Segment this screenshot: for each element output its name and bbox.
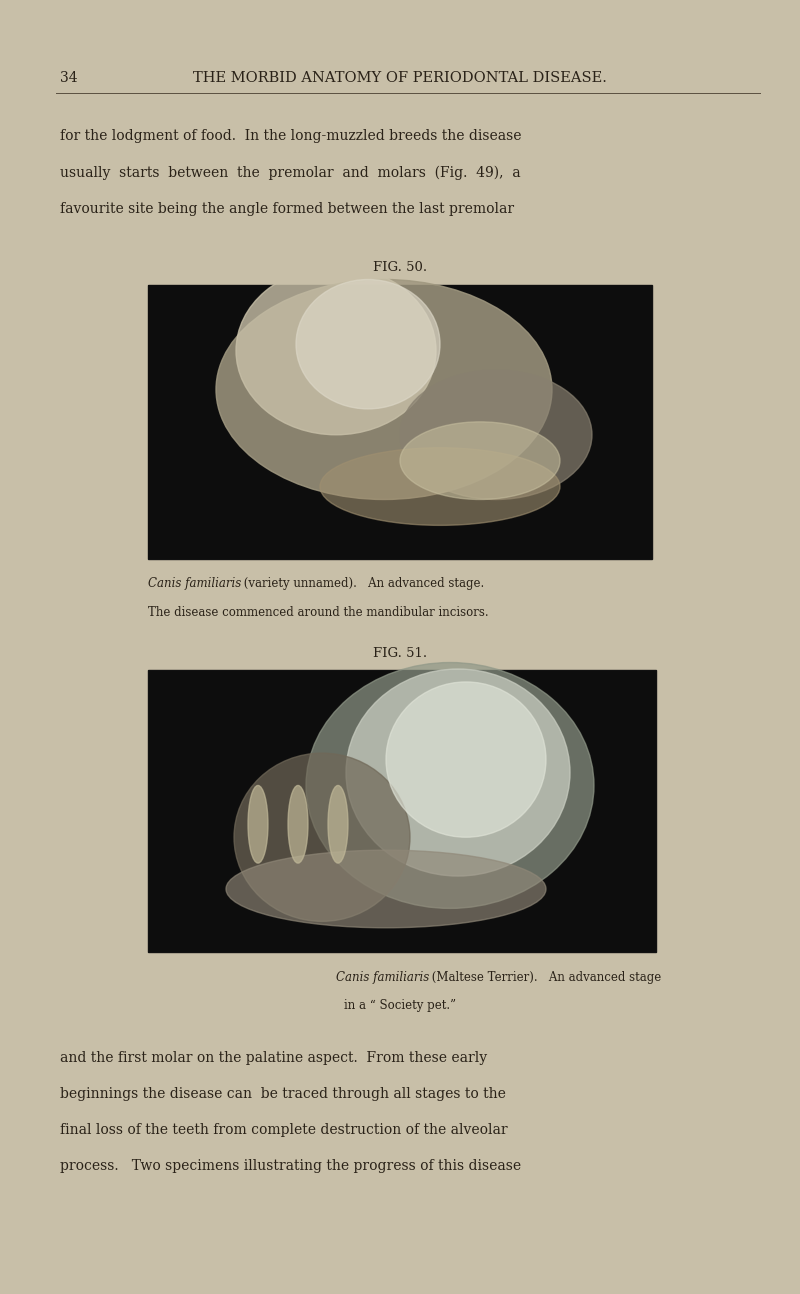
- Text: (Maltese Terrier).   An advanced stage: (Maltese Terrier). An advanced stage: [428, 970, 662, 983]
- Text: favourite site being the angle formed between the last premolar: favourite site being the angle formed be…: [60, 202, 514, 216]
- Text: 34: 34: [60, 71, 78, 85]
- Ellipse shape: [248, 785, 268, 863]
- Text: Canis familiaris: Canis familiaris: [148, 577, 242, 590]
- Bar: [148, 285, 652, 559]
- Text: The disease commenced around the mandibular incisors.: The disease commenced around the mandibu…: [148, 606, 489, 619]
- Ellipse shape: [236, 267, 436, 435]
- Ellipse shape: [320, 448, 560, 525]
- Ellipse shape: [306, 663, 594, 908]
- Text: and the first molar on the palatine aspect.  From these early: and the first molar on the palatine aspe…: [60, 1051, 487, 1065]
- Text: usually  starts  between  the  premolar  and  molars  (Fig.  49),  a: usually starts between the premolar and …: [60, 166, 521, 180]
- Text: for the lodgment of food.  In the long-muzzled breeds the disease: for the lodgment of food. In the long-mu…: [60, 129, 522, 144]
- Text: THE MORBID ANATOMY OF PERIODONTAL DISEASE.: THE MORBID ANATOMY OF PERIODONTAL DISEAS…: [193, 71, 607, 85]
- Text: in a “ Society pet.”: in a “ Society pet.”: [344, 999, 456, 1012]
- Ellipse shape: [296, 280, 440, 409]
- Text: FIG. 51.: FIG. 51.: [373, 647, 427, 660]
- Ellipse shape: [400, 370, 592, 499]
- Text: final loss of the teeth from complete destruction of the alveolar: final loss of the teeth from complete de…: [60, 1123, 508, 1137]
- Ellipse shape: [234, 753, 410, 921]
- Bar: [148, 670, 656, 952]
- Ellipse shape: [216, 280, 552, 499]
- Ellipse shape: [346, 669, 570, 876]
- Ellipse shape: [226, 850, 546, 928]
- Text: (variety unnamed).   An advanced stage.: (variety unnamed). An advanced stage.: [240, 577, 484, 590]
- Text: Canis familiaris: Canis familiaris: [336, 970, 430, 983]
- Bar: [148, 285, 652, 559]
- Text: FIG. 50.: FIG. 50.: [373, 261, 427, 274]
- Ellipse shape: [400, 422, 560, 499]
- Ellipse shape: [328, 785, 348, 863]
- Ellipse shape: [386, 682, 546, 837]
- Text: beginnings the disease can  be traced through all stages to the: beginnings the disease can be traced thr…: [60, 1087, 506, 1101]
- Ellipse shape: [288, 785, 308, 863]
- Text: process.   Two specimens illustrating the progress of this disease: process. Two specimens illustrating the …: [60, 1159, 521, 1174]
